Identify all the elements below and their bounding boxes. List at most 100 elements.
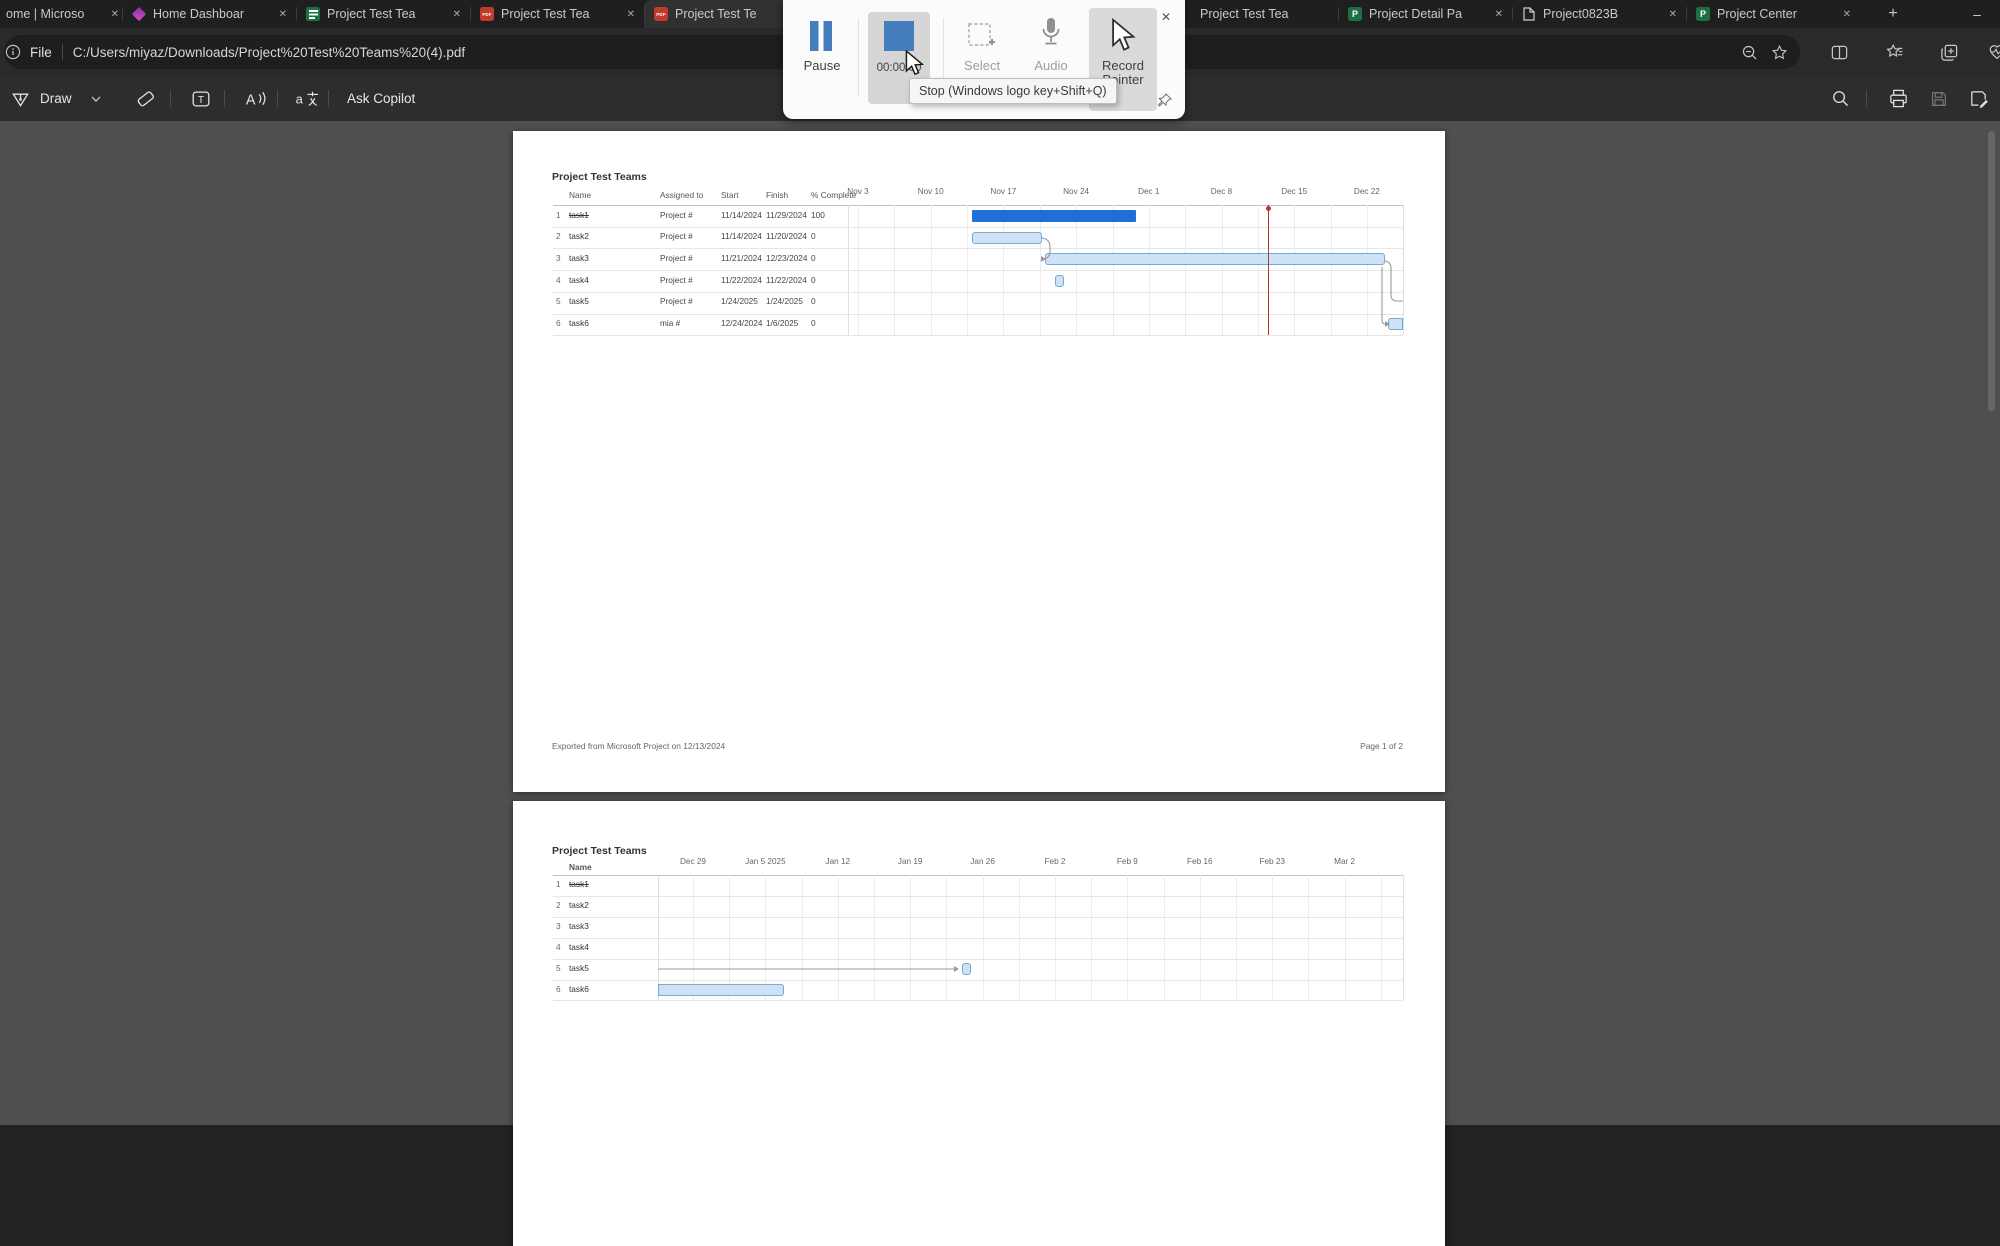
grid-vline <box>1257 205 1259 335</box>
close-tab-icon[interactable]: ✕ <box>278 8 287 20</box>
task-row-number: 2 <box>556 899 561 910</box>
zoom-out-icon[interactable] <box>1734 37 1764 67</box>
collections-icon[interactable] <box>1934 37 1964 67</box>
draw-pen-icon[interactable] <box>10 76 31 121</box>
close-tab-icon[interactable]: ✕ <box>452 8 461 20</box>
chevron-down-icon[interactable] <box>90 76 102 121</box>
column-header-finish: Finish <box>766 190 789 200</box>
task-name: task4 <box>569 941 589 952</box>
draw-button[interactable]: Draw <box>40 91 72 106</box>
new-tab-button[interactable]: + <box>1888 5 1898 22</box>
timeline-tick-label: Dec 29 <box>680 857 706 866</box>
select-area-button[interactable]: Select <box>963 58 1001 73</box>
translate-icon[interactable]: a <box>293 76 321 121</box>
close-tab-icon[interactable]: ✕ <box>626 8 635 20</box>
row-separator-line <box>553 916 1403 918</box>
task-bar-task4[interactable] <box>1055 274 1065 287</box>
tab-label: Project Detail Pa <box>1369 7 1463 21</box>
task-row-number: 3 <box>556 252 561 263</box>
close-tab-icon[interactable]: ✕ <box>110 8 119 20</box>
grid-vline <box>967 205 969 335</box>
pdf-scrollbar-thumb[interactable] <box>1988 131 1995 411</box>
pdf-tab-icon: PDF <box>654 7 668 21</box>
text-box-icon[interactable]: T <box>190 76 212 121</box>
task-bar-task6[interactable] <box>1387 318 1403 331</box>
chart-right-edge <box>1403 875 1404 1001</box>
timeline-tick-label: Dec 1 <box>1138 187 1160 196</box>
page-info-icon[interactable] <box>0 37 28 67</box>
grid-vline <box>1221 205 1223 335</box>
read-aloud-icon[interactable]: A <box>243 76 268 121</box>
task-start-date: 11/14/2024 <box>721 231 762 242</box>
timeline-tick-label: Nov 17 <box>990 187 1017 196</box>
close-tab-icon[interactable]: ✕ <box>1668 8 1677 20</box>
tab-ome-microso[interactable]: ome | Microso ✕ <box>0 0 128 28</box>
pause-button[interactable]: Pause <box>803 58 841 73</box>
task-finish-date: 1/6/2025 <box>766 318 799 328</box>
file-scheme-label: File <box>30 44 52 60</box>
task-bar-task1[interactable] <box>972 209 1136 222</box>
close-tab-icon[interactable]: ✕ <box>1494 8 1503 20</box>
pause-icon[interactable] <box>807 20 835 52</box>
browser-essentials-icon[interactable] <box>1982 37 2000 67</box>
eraser-icon[interactable] <box>134 76 157 121</box>
chart-header-line <box>553 205 1403 206</box>
pdf-page-2: Project Test Teams Name 1 task1 2 task2 3 tas… <box>513 801 1445 1246</box>
audio-button[interactable]: Audio <box>1034 58 1068 73</box>
timeline-tick-label: Jan 5 2025 <box>745 857 786 866</box>
split-screen-icon[interactable] <box>1824 37 1854 67</box>
chart-right-edge <box>1403 205 1404 335</box>
project-tab-icon: P <box>1696 7 1710 21</box>
timeline-tick-label: Nov 24 <box>1063 187 1090 196</box>
url-text[interactable]: C:/Users/miyaz/Downloads/Project%20Test%… <box>72 44 466 60</box>
print-icon[interactable] <box>1888 76 1909 121</box>
pdf-content-area[interactable]: Project Test Teams Name Assigned to Start F… <box>0 121 2000 1246</box>
page-number: Page 1 of 2 <box>1360 741 1403 751</box>
row-separator-line <box>553 958 1403 960</box>
tab-project-test-tea[interactable]: PDF Project Test Tea ✕ <box>470 0 644 28</box>
close-recorder-button[interactable]: ✕ <box>1160 10 1172 24</box>
record-pointer-button[interactable]: Record Pointer <box>1089 8 1157 111</box>
tab-label: Project Test Tea <box>1200 7 1289 21</box>
dependency-connectors <box>1041 237 1403 327</box>
search-icon[interactable] <box>1831 76 1850 121</box>
task-bar-task3[interactable] <box>1044 253 1385 266</box>
pin-toolbar-icon[interactable] <box>1157 92 1173 108</box>
timeline-tick-label: Nov 3 <box>847 187 869 196</box>
column-header-assigned-to: Assigned to <box>660 190 704 200</box>
address-separator <box>61 44 63 60</box>
stop-tooltip-text: Stop (Windows logo key+Shift+Q) <box>919 84 1107 98</box>
grid-vline <box>1294 205 1296 335</box>
minimize-window-button[interactable]: – <box>1973 6 1981 22</box>
tab-project-detail-pa[interactable]: P Project Detail Pa ✕ <box>1338 0 1512 28</box>
close-tab-icon[interactable]: ✕ <box>1842 8 1851 20</box>
task-bar-task5[interactable] <box>961 963 971 975</box>
task-bar-task2[interactable] <box>972 231 1043 244</box>
ask-copilot-button[interactable]: Ask Copilot <box>347 91 416 106</box>
timeline-tick-label: Mar 2 <box>1334 857 1356 866</box>
pointer-arrow-icon <box>1110 18 1136 54</box>
tab-home-dashboar[interactable]: Home Dashboar ✕ <box>122 0 296 28</box>
favorite-star-icon[interactable] <box>1764 37 1794 67</box>
tab-project-test-tea[interactable]: Project Test Tea ✕ <box>296 0 470 28</box>
task-assigned-to: mia # <box>660 318 681 328</box>
tab-project0823b[interactable]: Project0823B ✕ <box>1512 0 1686 28</box>
task-bar-task6[interactable] <box>658 983 784 996</box>
tab-separator <box>296 7 297 21</box>
save-icon[interactable] <box>1929 76 1949 121</box>
save-as-icon[interactable] <box>1968 76 1989 121</box>
task-pct-complete: 0 <box>811 296 816 307</box>
task-pct-complete: 0 <box>811 274 816 285</box>
tab-project-center[interactable]: P Project Center ✕ <box>1686 0 1860 28</box>
page-title: Project Test Teams <box>552 845 647 857</box>
favorites-list-icon[interactable] <box>1880 37 1910 67</box>
task-start-date: 12/24/2024 <box>721 318 763 328</box>
svg-text:A: A <box>246 92 256 108</box>
grid-vline <box>858 205 859 335</box>
task-assigned-to: Project # <box>660 252 693 263</box>
svg-text:T: T <box>198 94 204 105</box>
task-row-number: 1 <box>556 209 561 220</box>
timeline-tick-label: Dec 15 <box>1281 187 1308 196</box>
tab-label: ome | Microso <box>6 7 85 21</box>
row-separator-line <box>553 226 1403 228</box>
